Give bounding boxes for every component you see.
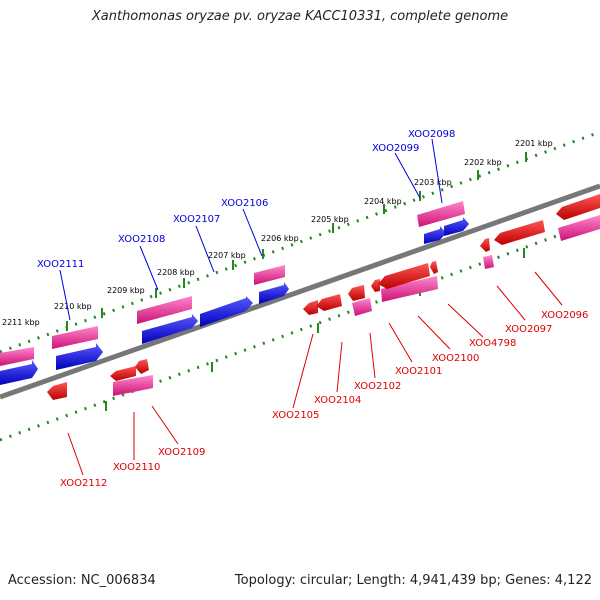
upper-major-ticks — [66, 152, 527, 331]
gene-arrow[interactable] — [110, 366, 136, 381]
gene-label-XOO2102[interactable]: XOO2102 — [354, 381, 401, 392]
gene-arrow[interactable] — [378, 263, 430, 289]
gene-label-XOO2112[interactable]: XOO2112 — [60, 478, 107, 489]
gene-arrow[interactable] — [480, 238, 490, 252]
gene-label-XOO2107[interactable]: XOO2107 — [173, 214, 220, 225]
cds-feature[interactable] — [558, 215, 600, 241]
genome-summary-text: Topology: circular; Length: 4,941,439 bp… — [234, 573, 592, 588]
kbp-label: 2205 kbp — [311, 215, 349, 224]
kbp-label: 2202 kbp — [464, 158, 502, 167]
kbp-label: 2207 kbp — [208, 251, 246, 260]
gene-label-XOO2096[interactable]: XOO2096 — [541, 310, 588, 321]
gene-label-XOO2110[interactable]: XOO2110 — [113, 462, 160, 473]
gene-label-XOO2099[interactable]: XOO2099 — [372, 143, 419, 154]
reverse-strand-features — [47, 194, 600, 400]
gene-arrow[interactable] — [303, 300, 318, 315]
cds-feature[interactable] — [381, 276, 438, 302]
kbp-label: 2210 kbp — [54, 302, 92, 311]
gene-arrow[interactable] — [200, 296, 253, 327]
cds-feature[interactable] — [352, 298, 372, 316]
gene-label-XOO2106[interactable]: XOO2106 — [221, 198, 268, 209]
kbp-label: 2201 kbp — [515, 139, 553, 148]
gene-arrow[interactable] — [444, 217, 469, 236]
gene-arrow[interactable] — [56, 343, 103, 370]
kbp-label: 2206 kbp — [261, 234, 299, 243]
gene-arrow[interactable] — [135, 359, 149, 374]
gene-label-XOO2101[interactable]: XOO2101 — [395, 366, 442, 377]
reverse-leader-lines — [67, 271, 563, 476]
map-title: Xanthomonas oryzae pv. oryzae KACC10331,… — [91, 9, 509, 24]
gene-arrow[interactable] — [430, 261, 438, 274]
cds-feature[interactable] — [52, 326, 98, 349]
cds-feature[interactable] — [113, 375, 153, 396]
gene-arrow[interactable] — [259, 282, 289, 304]
gene-label-XOO2109[interactable]: XOO2109 — [158, 447, 205, 458]
gene-arrow[interactable] — [0, 360, 38, 385]
gene-arrow[interactable] — [556, 194, 600, 220]
cds-feature[interactable] — [0, 347, 34, 366]
kbp-label: 2211 kbp — [2, 318, 40, 327]
kbp-label: 2204 kbp — [364, 197, 402, 206]
genome-backbone — [0, 183, 600, 400]
kbp-label: 2208 kbp — [157, 268, 195, 277]
accession-text: Accession: NC_006834 — [8, 573, 156, 588]
gene-arrow[interactable] — [371, 279, 380, 292]
kbp-label: 2203 kbp — [414, 178, 452, 187]
cds-feature[interactable] — [417, 201, 465, 227]
gene-arrow[interactable] — [142, 314, 198, 344]
gene-arrow[interactable] — [348, 285, 365, 301]
gene-label-XOO2108[interactable]: XOO2108 — [118, 234, 165, 245]
cds-feature[interactable] — [254, 265, 285, 285]
gene-arrow[interactable] — [316, 294, 342, 311]
kbp-label: 2209 kbp — [107, 286, 145, 295]
forward-leader-lines — [59, 138, 443, 321]
cds-feature[interactable] — [137, 296, 192, 324]
gene-label-XOO2100[interactable]: XOO2100 — [432, 353, 479, 364]
gene-label-XOO2097[interactable]: XOO2097 — [505, 324, 552, 335]
forward-strand-features — [0, 201, 600, 396]
gene-arrow[interactable] — [47, 382, 67, 400]
gene-label-XOO4798[interactable]: XOO4798 — [469, 338, 516, 349]
gene-label-XOO2111[interactable]: XOO2111 — [37, 259, 84, 270]
gene-arrow[interactable] — [494, 220, 545, 245]
gene-label-XOO2104[interactable]: XOO2104 — [314, 395, 361, 406]
gene-label-XOO2105[interactable]: XOO2105 — [272, 410, 319, 421]
gene-label-XOO2098[interactable]: XOO2098 — [408, 129, 455, 140]
gene-arrow[interactable] — [424, 226, 446, 244]
cds-feature[interactable] — [483, 255, 494, 269]
